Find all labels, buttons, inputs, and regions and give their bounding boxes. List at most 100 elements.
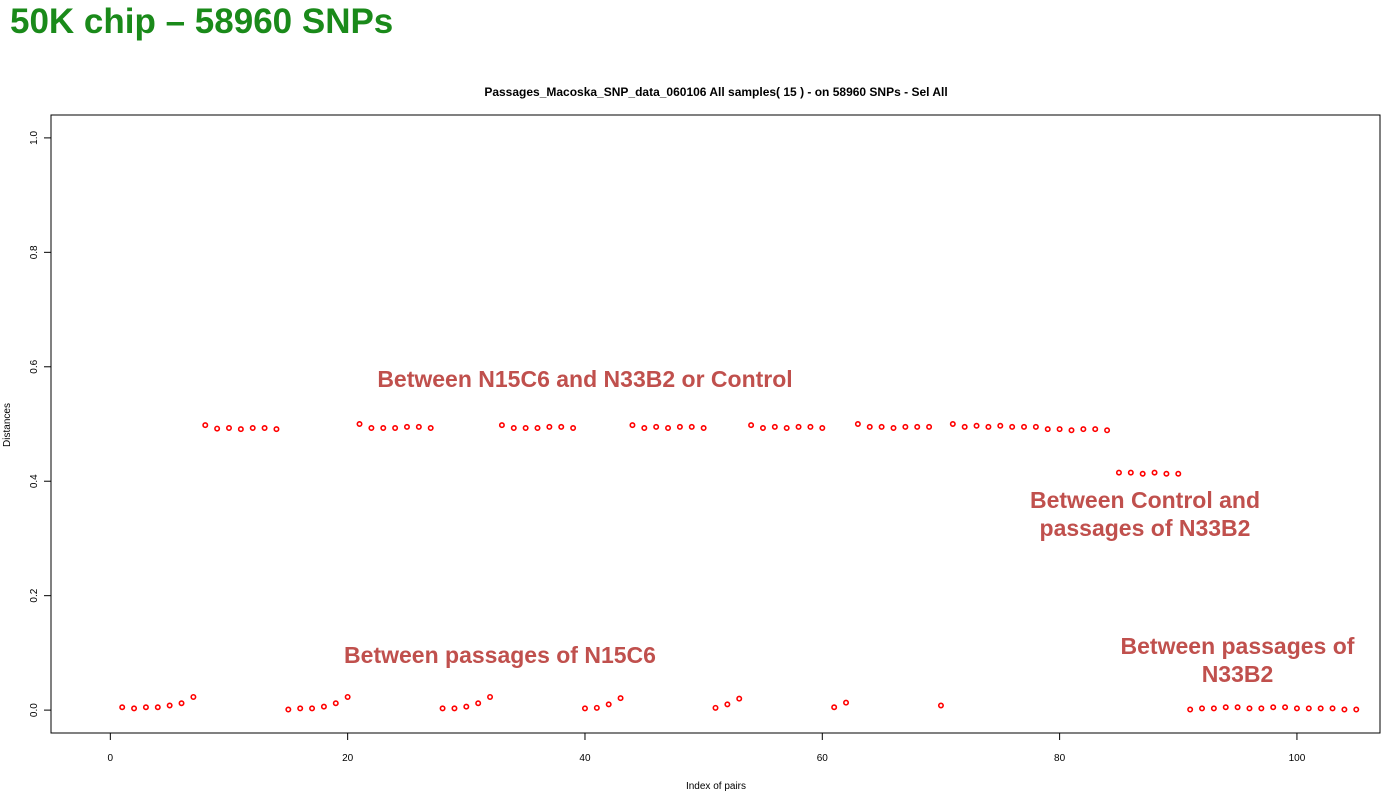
data-point <box>1044 426 1051 433</box>
data-point <box>166 702 173 709</box>
data-point <box>1282 704 1289 711</box>
data-point <box>831 704 838 711</box>
data-point <box>463 703 470 710</box>
data-point <box>1305 705 1312 712</box>
data-point <box>854 420 861 427</box>
data-point <box>641 425 648 432</box>
x-tick-label: 80 <box>1054 753 1066 764</box>
data-point <box>510 425 517 432</box>
data-point <box>202 422 209 429</box>
data-point <box>700 425 707 432</box>
data-point <box>1258 705 1265 712</box>
data-point <box>558 423 565 430</box>
data-point <box>368 425 375 432</box>
data-point <box>1163 470 1170 477</box>
data-point <box>1210 705 1217 712</box>
data-points <box>119 420 1360 713</box>
data-point <box>937 702 944 709</box>
data-point <box>902 423 909 430</box>
data-point <box>890 425 897 432</box>
data-point <box>380 425 387 432</box>
data-point <box>285 706 292 713</box>
data-point <box>546 423 553 430</box>
data-point <box>261 425 268 432</box>
data-point <box>119 704 126 711</box>
data-point <box>297 705 304 712</box>
data-point <box>1187 706 1194 713</box>
y-axis-label: Distances <box>2 403 13 447</box>
data-point <box>819 425 826 432</box>
data-point <box>961 423 968 430</box>
data-point <box>1293 705 1300 712</box>
y-axis: 0.0 0.2 0.4 0.6 0.8 1.0 <box>29 131 52 717</box>
annotation-between-passages-n15c6: Between passages of N15C6 <box>344 642 656 668</box>
data-point <box>736 695 743 702</box>
data-point <box>771 423 778 430</box>
data-point <box>878 423 885 430</box>
data-point <box>1092 426 1099 433</box>
data-point <box>1317 705 1324 712</box>
data-point <box>1199 705 1206 712</box>
data-point <box>866 423 873 430</box>
data-point <box>451 705 458 712</box>
data-point <box>712 704 719 711</box>
y-tick-label: 0.0 <box>29 703 40 717</box>
data-point <box>309 705 316 712</box>
data-point <box>593 704 600 711</box>
data-point <box>665 425 672 432</box>
data-point <box>356 420 363 427</box>
data-point <box>843 699 850 706</box>
data-point <box>748 422 755 429</box>
data-point <box>131 705 138 712</box>
data-point <box>629 422 636 429</box>
data-point <box>214 425 221 432</box>
data-point <box>1056 426 1063 433</box>
data-point <box>154 704 161 711</box>
data-point <box>534 425 541 432</box>
data-point <box>1009 423 1016 430</box>
data-point <box>1270 704 1277 711</box>
data-point <box>1246 705 1253 712</box>
data-point <box>1222 704 1229 711</box>
y-tick-label: 0.8 <box>29 245 40 259</box>
data-point <box>1341 706 1348 713</box>
data-point <box>190 693 197 700</box>
annotation-between-passages-n33b2: Between passages of N33B2 <box>1120 633 1355 687</box>
data-point <box>914 423 921 430</box>
data-point <box>581 705 588 712</box>
data-point <box>475 700 482 707</box>
data-point <box>1329 705 1336 712</box>
data-point <box>1139 470 1146 477</box>
data-point <box>1080 426 1087 433</box>
data-point <box>605 701 612 708</box>
data-point <box>795 423 802 430</box>
data-point <box>1353 706 1360 713</box>
data-point <box>403 423 410 430</box>
data-point <box>439 705 446 712</box>
x-tick-label: 40 <box>579 753 591 764</box>
data-point <box>498 422 505 429</box>
data-point <box>237 426 244 433</box>
data-point <box>570 425 577 432</box>
data-point <box>427 425 434 432</box>
data-point <box>1032 423 1039 430</box>
x-tick-label: 20 <box>342 753 354 764</box>
data-point <box>273 426 280 433</box>
chart-title: Passages_Macoska_SNP_data_060106 All sam… <box>484 85 947 99</box>
y-tick-label: 0.6 <box>29 359 40 373</box>
data-point <box>487 693 494 700</box>
annotation-between-control-n33b2: Between Control and passages of N33B2 <box>1029 487 1260 541</box>
data-point <box>1104 427 1111 434</box>
data-point <box>759 425 766 432</box>
data-point <box>1127 469 1134 476</box>
data-point <box>985 423 992 430</box>
data-point <box>1115 469 1122 476</box>
data-point <box>688 423 695 430</box>
x-axis: 0 20 40 60 80 100 <box>108 732 1306 764</box>
x-axis-label: Index of pairs <box>686 781 746 792</box>
data-point <box>178 700 185 707</box>
annotation-between-n15c6-n33b2-control: Between N15C6 and N33B2 or Control <box>377 366 793 392</box>
data-point <box>392 425 399 432</box>
data-point <box>926 423 933 430</box>
